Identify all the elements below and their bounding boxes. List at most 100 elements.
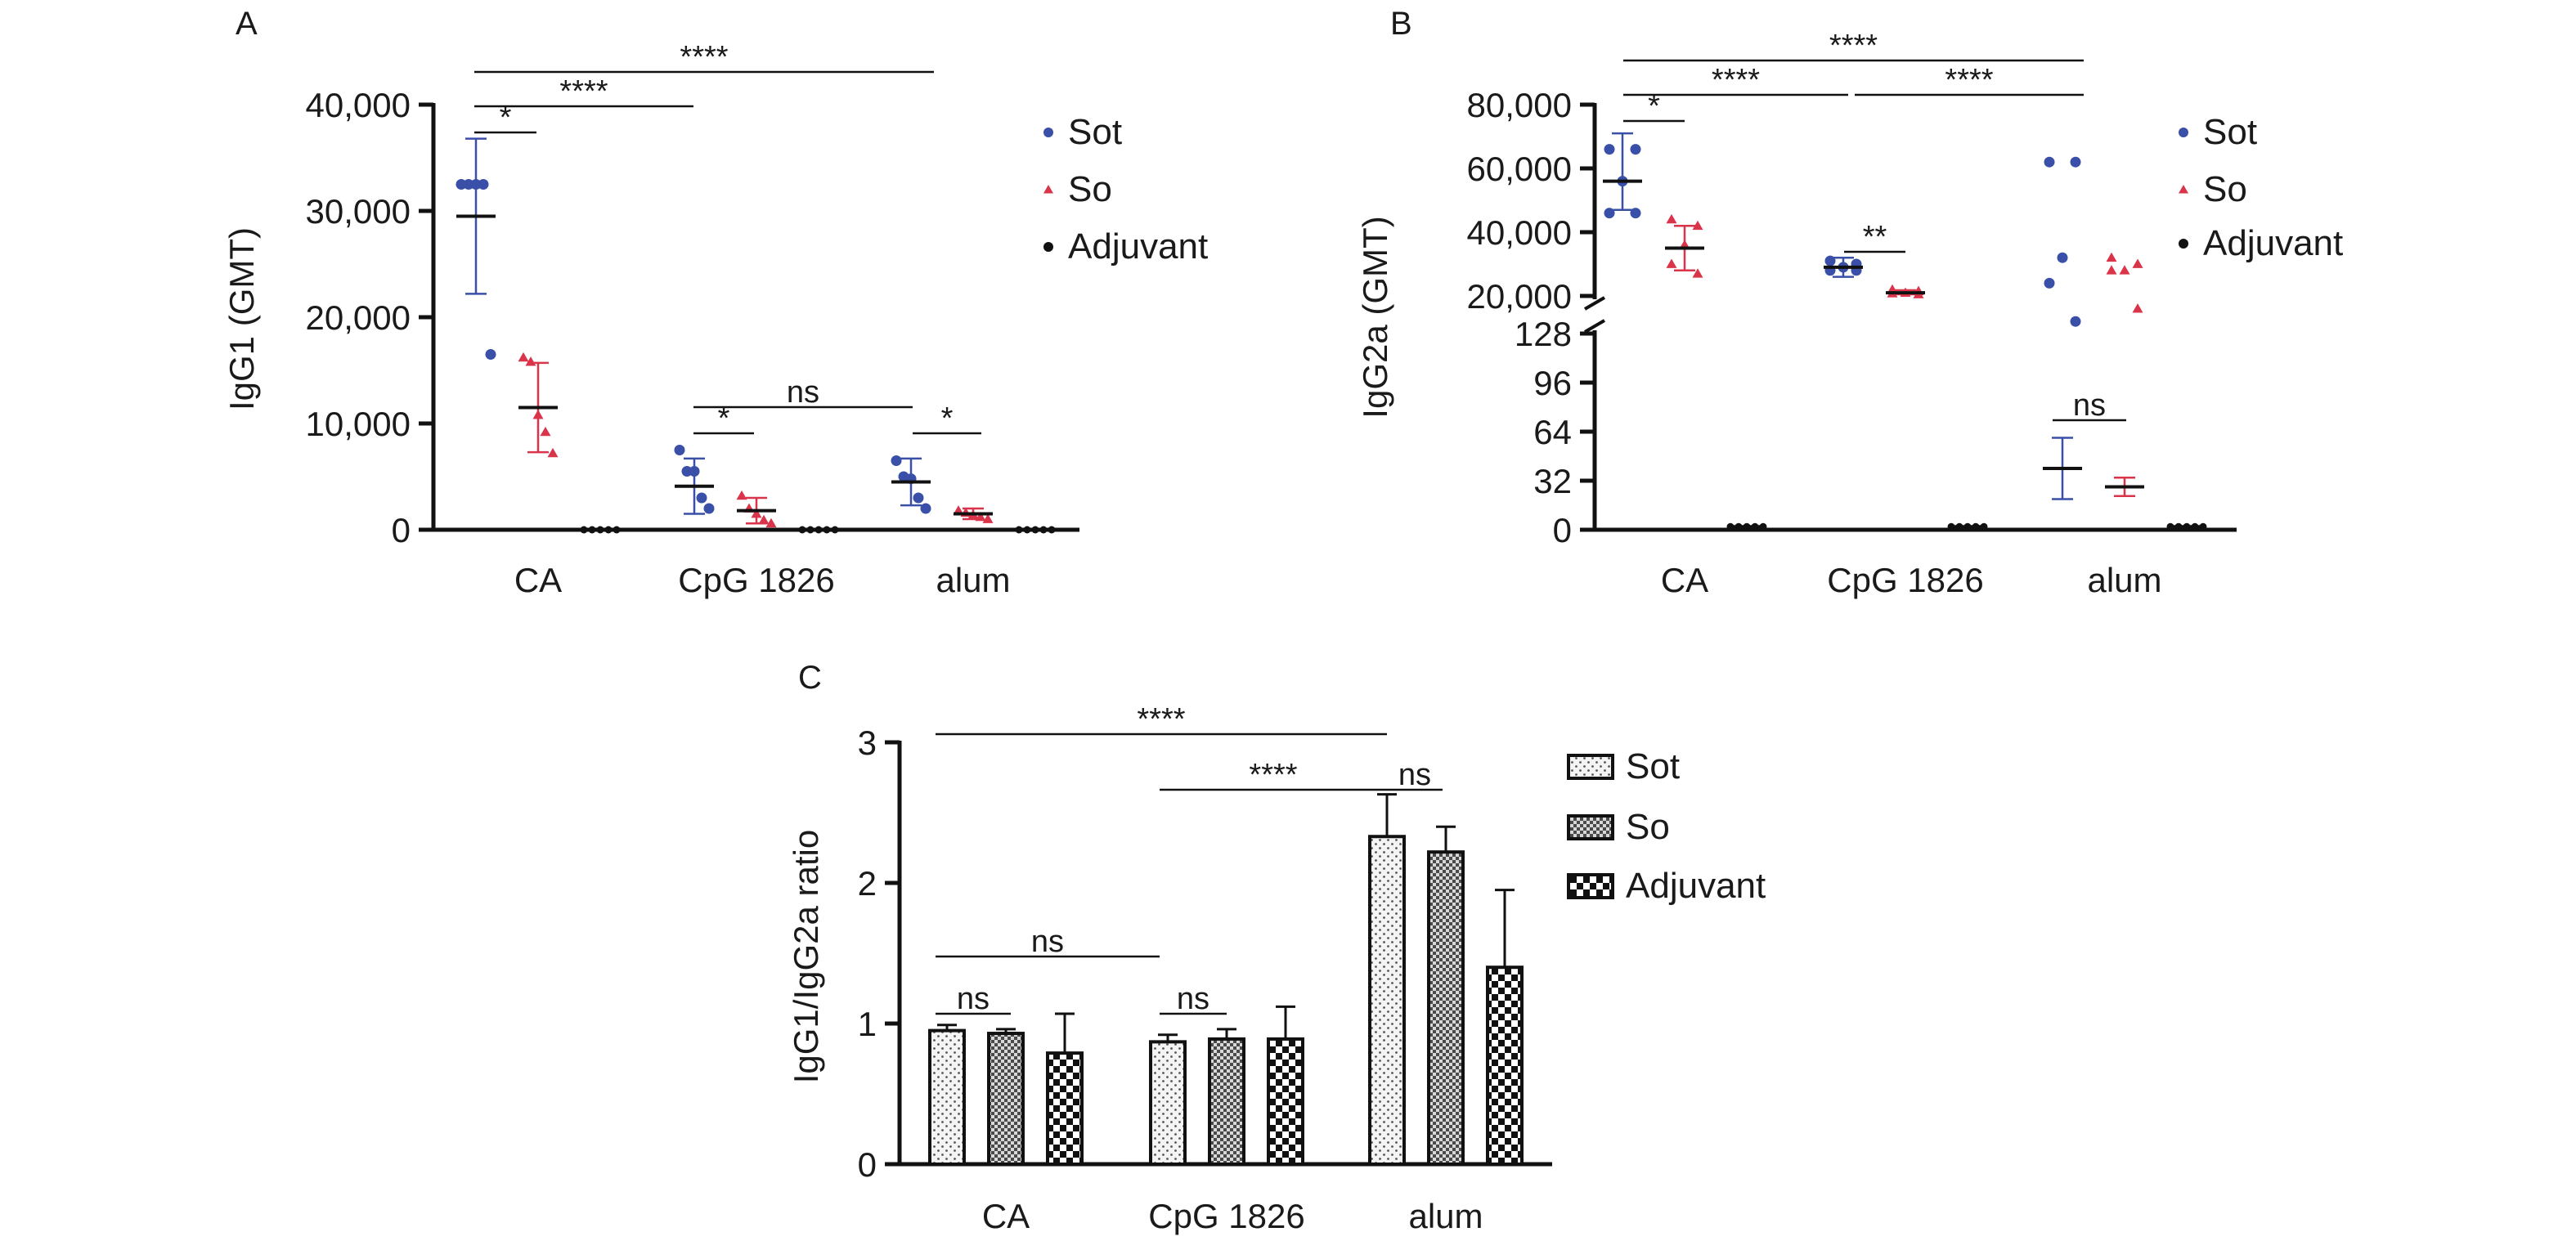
significance-label: **** [1945, 63, 1993, 97]
y-tick-label: 20,000 [1467, 277, 1572, 316]
legend-label: So [1626, 807, 1670, 847]
data-point [1666, 213, 1677, 224]
x-tick-label: CpG 1826 [1827, 561, 1983, 599]
data-point [1692, 220, 1703, 231]
x-tick-label: alum [2087, 561, 2161, 599]
data-point [2119, 265, 2130, 275]
y-tick-label: 64 [1533, 413, 1572, 451]
data-point [681, 466, 693, 477]
significance-label: ns [957, 982, 990, 1016]
data-point [532, 410, 544, 419]
significance-label: **** [1249, 758, 1297, 792]
data-point [2106, 252, 2117, 262]
data-point [1604, 144, 1615, 155]
data-point [758, 514, 770, 525]
data-point [485, 349, 496, 360]
significance-label: **** [1137, 702, 1185, 737]
data-point [2044, 277, 2055, 289]
significance-label: ns [1031, 925, 1064, 959]
data-point [456, 179, 467, 190]
y-tick-label: 60,000 [1467, 150, 1572, 188]
y-tick-label: 3 [858, 724, 877, 762]
data-point [751, 509, 762, 518]
significance-label: **** [559, 74, 608, 109]
y-tick-label: 10,000 [306, 405, 411, 443]
y-tick-label: 2 [858, 864, 877, 903]
panel-b-label: B [1390, 6, 1412, 42]
x-tick-label: alum [936, 561, 1010, 599]
legend-label: So [2203, 169, 2247, 209]
x-tick-label: CpG 1826 [678, 561, 834, 599]
data-point [674, 445, 685, 455]
data-point [1630, 208, 1641, 219]
significance-label: **** [1829, 29, 1878, 63]
significance-label: * [718, 401, 730, 436]
y-tick-label: 0 [392, 511, 411, 549]
x-tick-label: CA [982, 1197, 1030, 1235]
y-tick-label: 32 [1533, 462, 1572, 500]
panel-a-label: A [236, 6, 258, 42]
y-tick-label: 20,000 [306, 298, 411, 337]
data-point [540, 426, 551, 437]
data-point [982, 513, 994, 523]
bar [1149, 1040, 1187, 1166]
data-point [2106, 265, 2117, 275]
panel-c-label: C [798, 660, 822, 696]
y-axis-title: IgG1 (GMT) [222, 227, 261, 410]
bar [1208, 1037, 1245, 1167]
legend-label: Sot [1626, 746, 1680, 786]
y-tick-label: 40,000 [1467, 213, 1572, 252]
data-point [689, 466, 700, 477]
bar [1486, 966, 1524, 1166]
significance-label: ** [1863, 220, 1887, 254]
bar [1046, 1051, 1084, 1166]
y-tick-label: 30,000 [306, 192, 411, 231]
axis-break-mark [1583, 319, 1606, 334]
legend-marker [1043, 128, 1053, 137]
significance-label: * [941, 401, 954, 436]
legend-label: Adjuvant [1068, 226, 1208, 267]
legend-label: Adjuvant [1626, 866, 1766, 906]
data-point [1692, 268, 1703, 278]
y-tick-label: 128 [1515, 315, 1572, 353]
data-point [2044, 156, 2055, 168]
bar [1427, 850, 1465, 1167]
legend-swatch [1567, 873, 1614, 899]
significance-label: ns [1398, 758, 1431, 792]
y-axis-title: IgG2a (GMT) [1356, 216, 1394, 418]
x-tick-label: alum [1408, 1197, 1483, 1235]
significance-label: ns [1177, 982, 1209, 1016]
panel-b-chart: 20,000 40,000 60,000 80,000 0 32 64 96 128 CA CpG … [1356, 29, 2343, 599]
y-tick-label: 96 [1533, 364, 1572, 402]
legend-swatch [1567, 814, 1614, 840]
bar [928, 1028, 966, 1166]
data-point [2132, 303, 2143, 313]
data-point [1630, 144, 1641, 155]
data-point [920, 503, 931, 514]
bar [987, 1032, 1025, 1167]
bar [1368, 835, 1406, 1166]
panel-c-chart: 0 1 2 3 CA CpG 1826 alum IgG1/IgG2a ratio **** **… [787, 702, 1766, 1235]
legend-marker [2179, 128, 2188, 137]
legend-marker [2179, 185, 2188, 194]
data-point [1824, 255, 1836, 267]
data-point [2132, 258, 2143, 268]
significance-label: * [1648, 89, 1660, 123]
legend-label: So [1068, 169, 1112, 209]
x-tick-label: CpG 1826 [1148, 1197, 1304, 1235]
data-point [736, 490, 747, 500]
panel-a-chart: 0 10,000 20,000 30,000 40,000 CA CpG 1826 alum I… [222, 40, 1208, 599]
data-point [525, 356, 536, 366]
data-point [975, 511, 986, 522]
legend-marker [1043, 242, 1053, 252]
legend-label: Sot [1068, 112, 1122, 152]
y-tick-label: 0 [1553, 511, 1572, 549]
x-tick-label: CA [514, 561, 562, 599]
data-point [696, 492, 707, 504]
data-point [891, 455, 902, 466]
data-point [703, 503, 715, 514]
data-point [2070, 316, 2081, 327]
x-tick-label: CA [1661, 561, 1708, 599]
y-tick-label: 0 [858, 1145, 877, 1184]
